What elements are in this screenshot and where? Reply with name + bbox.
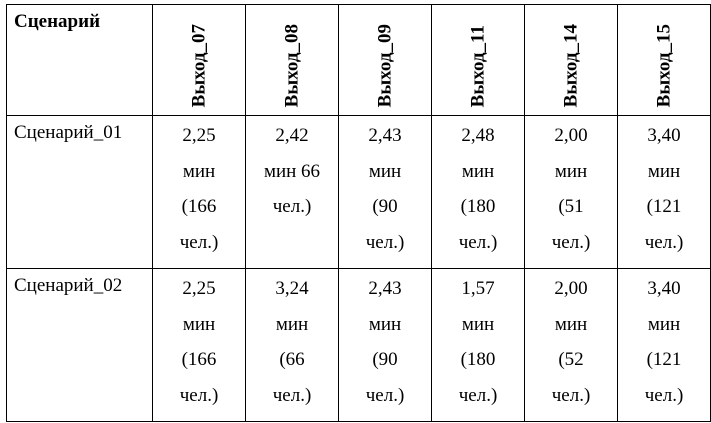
cell-line: мин: [554, 160, 588, 182]
table-cell: 2,43 мин (90 чел.): [338, 268, 432, 422]
cell-line: (52: [558, 349, 584, 370]
exit-header: Выход_11: [431, 4, 525, 116]
cell-line: 2,43: [368, 125, 402, 146]
row-label: Сценарий_01: [6, 115, 153, 269]
table-cell: 1,57 мин (180 чел.): [431, 268, 525, 422]
cell-line: (180: [460, 349, 496, 370]
cell-line: 1,57: [461, 278, 495, 299]
cell-line: чел.): [365, 231, 405, 253]
row-label: Сценарий_02: [6, 268, 153, 422]
exit-header: Выход_08: [245, 4, 339, 116]
cell-line: 2,42: [275, 125, 309, 146]
cell-line: мин: [461, 313, 495, 335]
exit-header: Выход_15: [617, 4, 711, 116]
table-cell: 2,25 мин (166 чел.): [152, 268, 246, 422]
cell-line: мин: [368, 160, 402, 182]
cell-line: чел.): [272, 384, 312, 406]
cell-line: мин 66: [263, 160, 321, 182]
cell-line: (90: [372, 196, 398, 217]
cell-line: чел.): [272, 196, 312, 217]
cell-line: 3,24: [275, 278, 309, 299]
cell-line: чел.): [179, 384, 219, 406]
cell-line: 3,40: [647, 125, 681, 146]
cell-line: 2,25: [182, 278, 216, 299]
cell-line: 2,48: [461, 125, 495, 146]
cell-line: 3,40: [647, 278, 681, 299]
exit-header: Выход_07: [152, 4, 246, 116]
cell-line: чел.): [551, 384, 591, 406]
table-row: Сценарий_01 2,25 мин (166 чел.) 2,42 мин 66 чел…: [6, 115, 711, 269]
cell-line: мин: [647, 160, 681, 182]
cell-line: мин: [275, 313, 309, 335]
table-cell: 2,00 мин (52 чел.): [524, 268, 618, 422]
table-cell: 2,42 мин 66 чел.): [245, 115, 339, 269]
cell-line: (166: [181, 196, 217, 217]
table-cell: 3,24 мин (66 чел.): [245, 268, 339, 422]
exit-header-label: Выход_15: [653, 23, 675, 107]
table-cell: 2,48 мин (180 чел.): [431, 115, 525, 269]
cell-line: (51: [558, 196, 584, 217]
cell-line: мин: [461, 160, 495, 182]
exit-header-label: Выход_14: [560, 23, 582, 107]
cell-line: 2,43: [368, 278, 402, 299]
cell-line: 2,00: [554, 125, 588, 146]
cell-line: (121: [646, 196, 682, 217]
table-row: Сценарий_02 2,25 мин (166 чел.) 3,24 мин (66 чел…: [6, 268, 711, 422]
cell-line: чел.): [458, 231, 498, 253]
cell-line: мин: [368, 313, 402, 335]
exit-header: Выход_14: [524, 4, 618, 116]
cell-line: (90: [372, 349, 398, 370]
cell-line: (121: [646, 349, 682, 370]
exit-header-label: Выход_09: [374, 23, 396, 107]
cell-line: (180: [460, 196, 496, 217]
cell-line: чел.): [458, 384, 498, 406]
cell-line: мин: [554, 313, 588, 335]
table-cell: 2,00 мин (51 чел.): [524, 115, 618, 269]
cell-line: чел.): [179, 231, 219, 253]
cell-line: (66: [279, 349, 305, 370]
table-cell: 3,40 мин (121 чел.): [617, 268, 711, 422]
cell-line: чел.): [644, 231, 684, 253]
cell-line: мин: [182, 160, 216, 182]
table-cell: 2,25 мин (166 чел.): [152, 115, 246, 269]
exit-header-label: Выход_07: [188, 23, 210, 107]
table-cell: 2,43 мин (90 чел.): [338, 115, 432, 269]
cell-line: чел.): [365, 384, 405, 406]
table-cell: 3,40 мин (121 чел.): [617, 115, 711, 269]
cell-line: мин: [647, 313, 681, 335]
cell-line: мин: [182, 313, 216, 335]
cell-line: (166: [181, 349, 217, 370]
exit-header: Выход_09: [338, 4, 432, 116]
exit-header-label: Выход_08: [281, 23, 303, 107]
scenario-table: Сценарий Выход_07 Выход_08 Выход_09 Выхо…: [6, 4, 711, 422]
exit-header-label: Выход_11: [467, 24, 489, 107]
cell-line: чел.): [644, 384, 684, 406]
cell-line: 2,25: [182, 125, 216, 146]
cell-line: 2,00: [554, 278, 588, 299]
header-row: Сценарий Выход_07 Выход_08 Выход_09 Выхо…: [6, 4, 711, 116]
cell-line: чел.): [551, 231, 591, 253]
corner-header: Сценарий: [6, 4, 153, 116]
